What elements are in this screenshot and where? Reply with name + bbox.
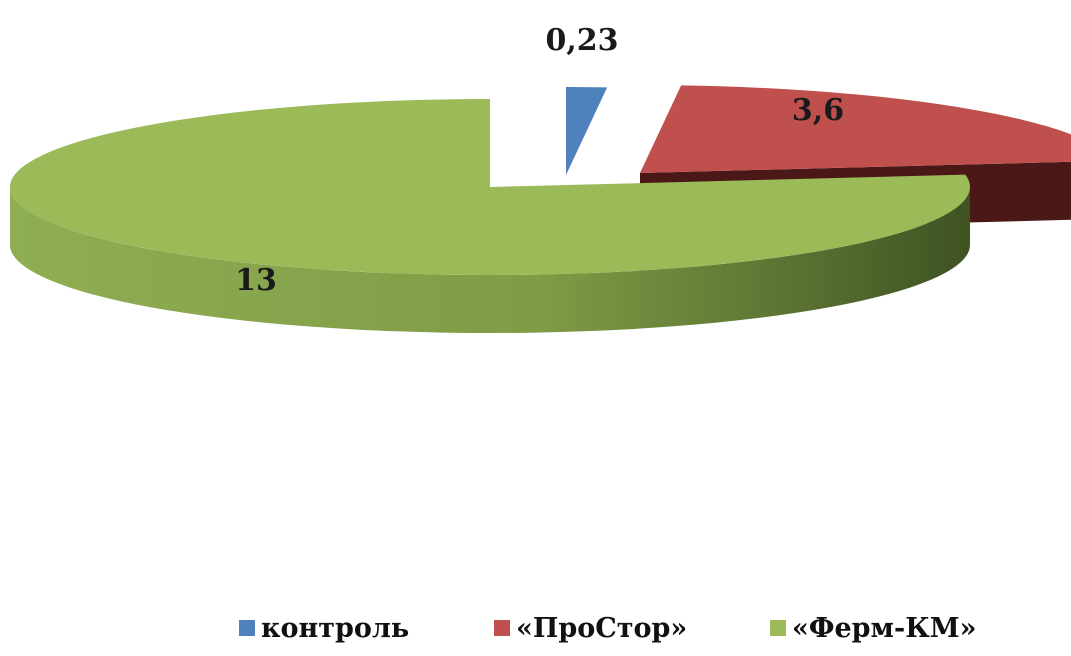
legend-label-prostor: «ПроСтор» <box>516 613 687 644</box>
legend-swatch-ferm-km <box>770 620 786 636</box>
legend: контроль «ПроСтор» «Ферм-КМ» <box>0 608 1071 648</box>
data-label-prostor: 3,6 <box>792 93 844 128</box>
legend-swatch-control <box>239 620 255 636</box>
slice-prostor <box>640 85 1071 173</box>
data-label-control: 0,23 <box>545 23 618 58</box>
legend-item-prostor: «ПроСтор» <box>494 608 687 648</box>
legend-item-ferm-km: «Ферм-КМ» <box>770 608 977 648</box>
data-label-ferm-km: 13 <box>235 263 277 298</box>
legend-label-ferm-km: «Ферм-КМ» <box>792 613 977 644</box>
legend-label-control: контроль <box>261 613 409 644</box>
legend-swatch-prostor <box>494 620 510 636</box>
legend-item-control: контроль <box>239 608 409 648</box>
slice-control <box>566 87 607 175</box>
